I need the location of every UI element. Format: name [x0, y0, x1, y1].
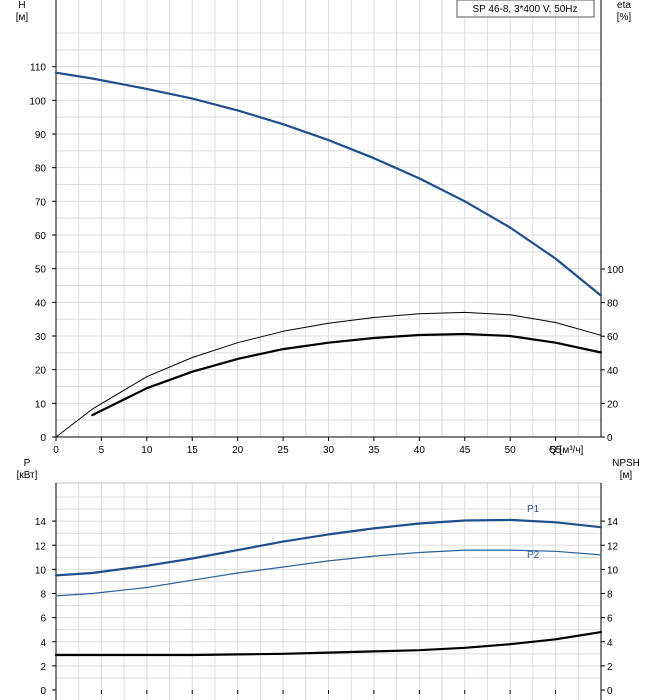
top-series-line-2 — [91, 332, 603, 417]
bottom-right-tick-label: 8 — [607, 590, 613, 601]
top-right-axis-unit: [%] — [617, 12, 632, 23]
x-tick-label: 30 — [323, 445, 335, 456]
bottom-left-tick-label: 8 — [40, 590, 46, 601]
series-label-p1: P1 — [527, 504, 540, 515]
x-tick-label: 45 — [459, 445, 471, 456]
top-left-tick-label: 100 — [29, 96, 46, 107]
bottom-right-tick-label: 14 — [607, 517, 619, 528]
bottom-chart-series — [54, 518, 603, 657]
bottom-left-axis-unit: [кВт] — [17, 470, 38, 481]
top-left-tick-label: 20 — [35, 366, 47, 377]
x-tick-label: 15 — [187, 445, 199, 456]
bottom-chart-ticks: 0 2 4 6 8 10 12 14 0 2 4 6 8 10 12 14 — [35, 517, 619, 697]
bottom-right-tick-label: 10 — [607, 565, 619, 576]
top-chart-grid — [56, 0, 601, 437]
bottom-series-line-1 — [55, 549, 602, 597]
bottom-right-tick-label: 6 — [607, 614, 613, 625]
bottom-left-tick-label: 10 — [35, 565, 47, 576]
top-left-tick-label: 80 — [35, 164, 47, 175]
top-left-tick-label: 70 — [35, 197, 47, 208]
top-chart-ticks: 0 10 20 30 40 50 60 70 80 90 100 110 0 20 40 60 80 100 0 5 1… — [29, 63, 624, 456]
x-tick-label: 20 — [232, 445, 244, 456]
x-tick-label: 5 — [99, 445, 105, 456]
bottom-right-tick-label: 0 — [607, 686, 613, 697]
bottom-right-tick-label: 12 — [607, 541, 619, 552]
bottom-left-tick-label: 12 — [35, 541, 47, 552]
x-tick-label: 35 — [368, 445, 380, 456]
bottom-left-tick-label: 6 — [40, 614, 46, 625]
bottom-right-tick-label: 4 — [607, 638, 613, 649]
top-chart-series — [54, 71, 603, 438]
bottom-left-tick-label: 2 — [40, 662, 46, 673]
bottom-left-tick-label: 4 — [40, 638, 46, 649]
bottom-left-tick-label: 0 — [40, 686, 46, 697]
bottom-chart-grid — [56, 483, 601, 700]
chart-title: SP 46-8, 3*400 V, 50Hz — [472, 4, 577, 15]
top-left-tick-label: 60 — [35, 231, 47, 242]
bottom-right-axis-unit: [м] — [620, 470, 633, 481]
top-left-tick-label: 40 — [35, 298, 47, 309]
x-tick-label: 40 — [414, 445, 426, 456]
top-left-tick-label: 0 — [40, 433, 46, 444]
x-tick-label: 10 — [141, 445, 153, 456]
top-left-tick-label: 90 — [35, 130, 47, 141]
x-tick-label: 0 — [53, 445, 59, 456]
top-series-line-1 — [55, 311, 602, 438]
top-left-tick-label: 110 — [30, 63, 46, 74]
x-tick-label: 55 — [550, 445, 562, 456]
bottom-right-tick-label: 2 — [607, 662, 613, 673]
top-right-axis-label: eta — [617, 0, 631, 11]
top-left-axis-label: H — [18, 0, 25, 11]
top-left-tick-label: 10 — [35, 399, 47, 410]
bottom-series-line-0 — [54, 518, 603, 577]
x-tick-label: 25 — [278, 445, 290, 456]
top-right-tick-label: 100 — [607, 265, 624, 276]
top-left-axis-unit: [м] — [16, 12, 29, 23]
top-left-tick-label: 30 — [35, 332, 47, 343]
series-label-p2: P2 — [527, 550, 540, 561]
x-tick-label: 50 — [505, 445, 517, 456]
bottom-series-line-2 — [54, 631, 603, 657]
top-right-tick-label: 0 — [607, 433, 613, 444]
top-series-line-0 — [54, 71, 603, 297]
x-axis-label: Q [м³/ч] — [549, 445, 584, 456]
top-right-tick-label: 60 — [607, 332, 619, 343]
chart-title-box — [456, 0, 595, 18]
bottom-right-axis-label: NPSH — [612, 458, 640, 469]
top-right-tick-label: 80 — [607, 299, 619, 310]
bottom-left-axis-label: P — [24, 458, 31, 469]
top-left-tick-label: 50 — [35, 265, 47, 276]
top-right-tick-label: 40 — [607, 366, 619, 377]
top-right-tick-label: 20 — [607, 399, 619, 410]
bottom-left-tick-label: 14 — [35, 517, 47, 528]
